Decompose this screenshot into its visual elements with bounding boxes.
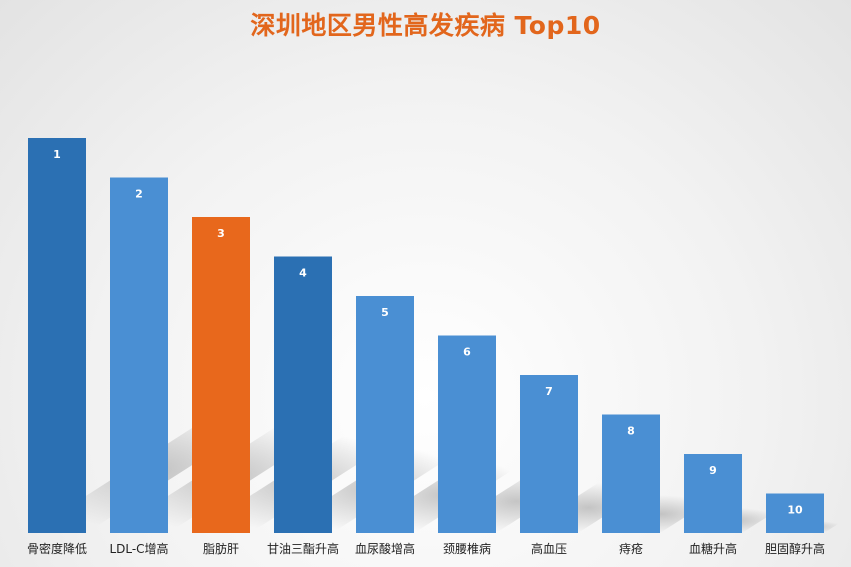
category-label: 血糖升高 — [689, 541, 737, 556]
bar-value-label: 5 — [381, 306, 389, 319]
bar-9 — [684, 454, 742, 533]
bar-value-label: 9 — [709, 464, 717, 477]
bar-value-label: 6 — [463, 346, 471, 359]
bar-value-label: 1 — [53, 148, 61, 161]
category-labels: 骨密度降低 LDL-C增高 脂肪肝 甘油三酯升高 血尿酸增高 颈腰椎病 高血压 痔疮 血糖升高 胆… — [27, 541, 825, 556]
category-label: 甘油三酯升高 — [267, 541, 339, 556]
bar-value-label: 10 — [787, 504, 803, 517]
bars — [28, 138, 824, 533]
bar-1 — [28, 138, 86, 533]
bar-value-label: 2 — [135, 188, 143, 201]
category-label: 脂肪肝 — [203, 541, 239, 556]
chart-title: 深圳地区男性高发疾病 Top10 — [250, 11, 601, 40]
bar-value-label: 8 — [627, 425, 635, 438]
category-label: 血尿酸增高 — [355, 541, 415, 556]
bar-6 — [438, 335, 496, 533]
bar-2 — [110, 177, 168, 533]
category-label: 胆固醇升高 — [765, 541, 825, 556]
bar-value-label: 3 — [217, 227, 225, 240]
bar-4 — [274, 256, 332, 533]
category-label: 骨密度降低 — [27, 541, 87, 556]
category-label: 颈腰椎病 — [443, 541, 491, 556]
category-label: LDL-C增高 — [109, 541, 168, 556]
bar-8 — [602, 414, 660, 533]
bar-10 — [766, 493, 824, 533]
category-label: 高血压 — [531, 541, 567, 556]
bar-7 — [520, 375, 578, 533]
bar-value-labels: 1 2 3 4 5 6 7 8 9 10 — [53, 148, 803, 517]
category-label: 痔疮 — [619, 541, 643, 556]
bar-5 — [356, 296, 414, 533]
bar-3 — [192, 217, 250, 533]
bar-value-label: 7 — [545, 385, 553, 398]
bar-value-label: 4 — [299, 267, 307, 280]
